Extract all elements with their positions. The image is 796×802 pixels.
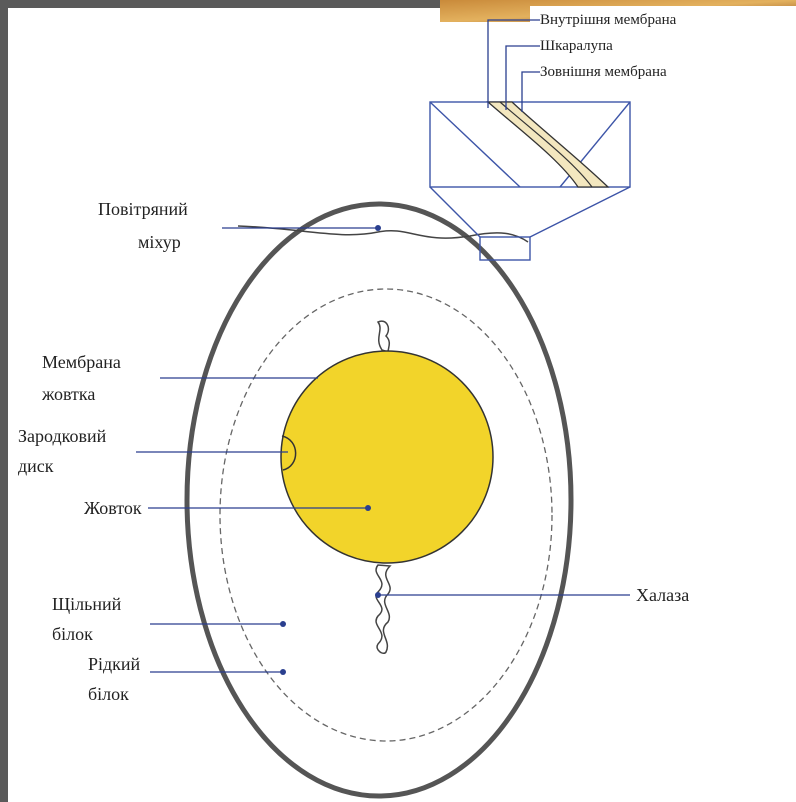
label: білок [88,684,129,704]
label: Мембрана [42,352,121,372]
egg-diagram: Внутрішня мембрана Шкаралупа Зовнішня ме… [0,0,796,802]
label: Шкаралупа [540,38,613,54]
label: Повітряний [98,199,188,219]
label: Жовток [84,498,142,518]
label: Внутрішня мембрана [540,12,677,28]
label: Халаза [636,585,689,605]
label: Зародковий [18,426,107,446]
label: білок [52,624,93,644]
label: жовтка [41,384,95,404]
label: Рідкий [88,654,141,674]
label: міхур [138,232,181,252]
label: Щільний [52,594,122,614]
yolk [281,351,493,563]
left-frame [0,0,8,802]
label: Зовнішня мембрана [540,64,667,80]
label: диск [18,456,54,476]
